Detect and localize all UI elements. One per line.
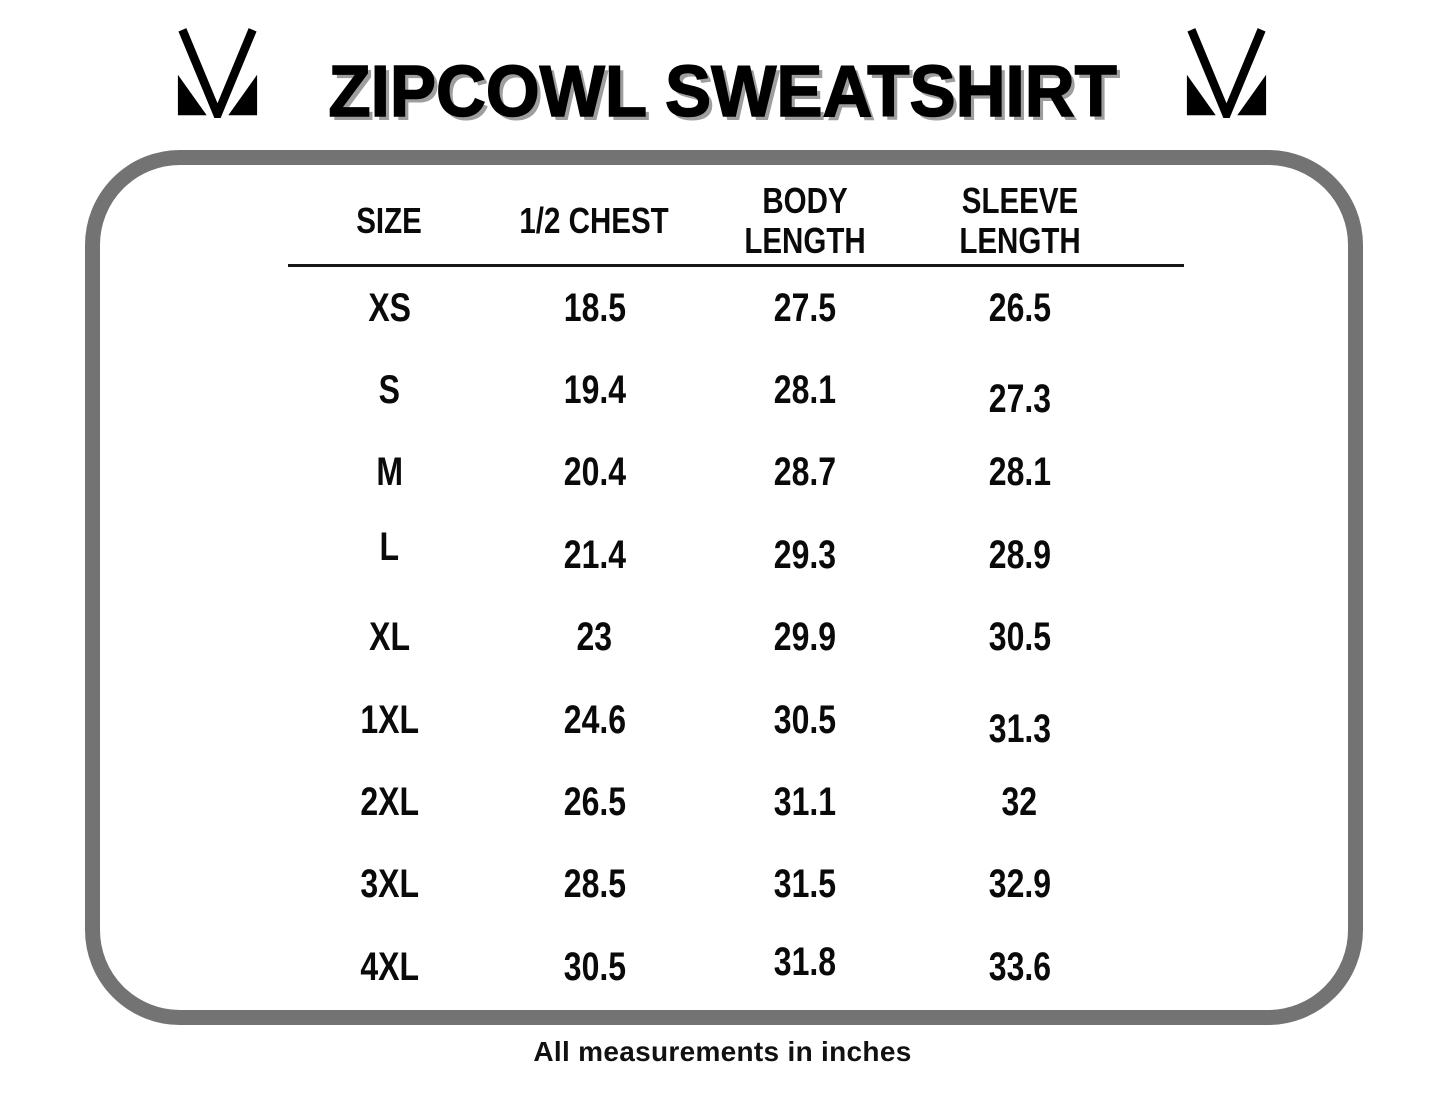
sleeve-length-cell: 32 <box>1001 780 1038 825</box>
body-length-cell: 28.7 <box>773 450 836 495</box>
half-chest-cell: 23 <box>576 615 613 660</box>
half-chest-cell: 24.6 <box>563 697 626 742</box>
page-title-text: ZIPCOWL SWEATSHIRT <box>328 52 1118 134</box>
header-divider-line <box>288 264 1184 267</box>
table-row-2xl: 2XL 26.5 31.1 32 <box>287 761 1127 843</box>
chart-frame <box>85 150 1363 1025</box>
size-cell: 3XL <box>360 862 419 907</box>
half-chest-cell: 19.4 <box>563 368 626 413</box>
table-row-xs: XS 18.5 27.5 26.5 <box>287 267 1127 349</box>
size-cell: L <box>379 524 400 569</box>
column-header-body-length: BODY LENGTH <box>697 179 912 262</box>
size-cell: M <box>376 450 403 495</box>
sleeve-length-cell: 27.3 <box>988 377 1051 422</box>
sleeve-length-cell: 31.3 <box>988 706 1051 751</box>
sleeve-length-cell: 33.6 <box>988 944 1051 989</box>
column-header-size: SIZE <box>287 199 492 241</box>
size-cell: 1XL <box>360 697 419 742</box>
column-header-sleeve-length: SLEEVE LENGTH <box>912 179 1127 262</box>
sleeve-length-cell: 26.5 <box>988 285 1051 330</box>
table-row-l: L 21.4 29.3 28.9 <box>287 514 1127 596</box>
size-table-body: XS 18.5 27.5 26.5 S 19.4 28.1 27.3 M 20.… <box>287 267 1127 1009</box>
body-length-cell: 27.5 <box>773 285 836 330</box>
column-header-sleeve-length-label: SLEEVE LENGTH <box>958 179 1081 261</box>
size-cell: 4XL <box>360 944 419 989</box>
body-length-cell: 29.3 <box>773 532 836 577</box>
half-chest-cell: 28.5 <box>563 862 626 907</box>
body-length-cell: 31.8 <box>773 939 836 984</box>
sleeve-length-cell: 28.1 <box>988 450 1051 495</box>
measurement-note-text: All measurements in inches <box>533 1036 912 1067</box>
body-length-cell: 30.5 <box>773 697 836 742</box>
table-header-row: SIZE 1/2 CHEST BODY LENGTH SLEEVE LENGTH <box>287 180 1127 262</box>
body-length-cell: 29.9 <box>773 615 836 660</box>
measurement-note: All measurements in inches <box>0 1036 1445 1068</box>
brand-m-monogram-icon <box>177 28 258 118</box>
table-row-m: M 20.4 28.7 28.1 <box>287 432 1127 514</box>
column-header-half-chest-label: 1/2 CHEST <box>519 199 670 241</box>
sleeve-length-cell: 32.9 <box>988 862 1051 907</box>
brand-m-monogram-icon <box>1186 28 1267 118</box>
size-cell: S <box>378 368 401 413</box>
half-chest-cell: 21.4 <box>563 532 626 577</box>
half-chest-cell: 26.5 <box>563 780 626 825</box>
sleeve-length-cell: 28.9 <box>988 532 1051 577</box>
column-header-size-label: SIZE <box>356 199 423 241</box>
sleeve-length-cell: 30.5 <box>988 615 1051 660</box>
half-chest-cell: 18.5 <box>563 285 626 330</box>
table-row-xl: XL 23 29.9 30.5 <box>287 597 1127 679</box>
half-chest-cell: 20.4 <box>563 450 626 495</box>
body-length-cell: 31.1 <box>773 780 836 825</box>
body-length-cell: 28.1 <box>773 368 836 413</box>
half-chest-cell: 30.5 <box>563 944 626 989</box>
size-cell: XL <box>369 615 410 660</box>
size-cell: 2XL <box>360 780 419 825</box>
body-length-cell: 31.5 <box>773 862 836 907</box>
size-cell: XS <box>368 285 411 330</box>
table-row-4xl: 4XL 30.5 31.8 33.6 <box>287 926 1127 1008</box>
column-header-body-length-label: BODY LENGTH <box>743 179 866 261</box>
page-title: ZIPCOWL SWEATSHIRT <box>0 45 1445 139</box>
column-header-half-chest: 1/2 CHEST <box>492 199 697 241</box>
table-row-3xl: 3XL 28.5 31.5 32.9 <box>287 844 1127 926</box>
table-row-s: S 19.4 28.1 27.3 <box>287 349 1127 431</box>
table-row-1xl: 1XL 24.6 30.5 31.3 <box>287 679 1127 761</box>
